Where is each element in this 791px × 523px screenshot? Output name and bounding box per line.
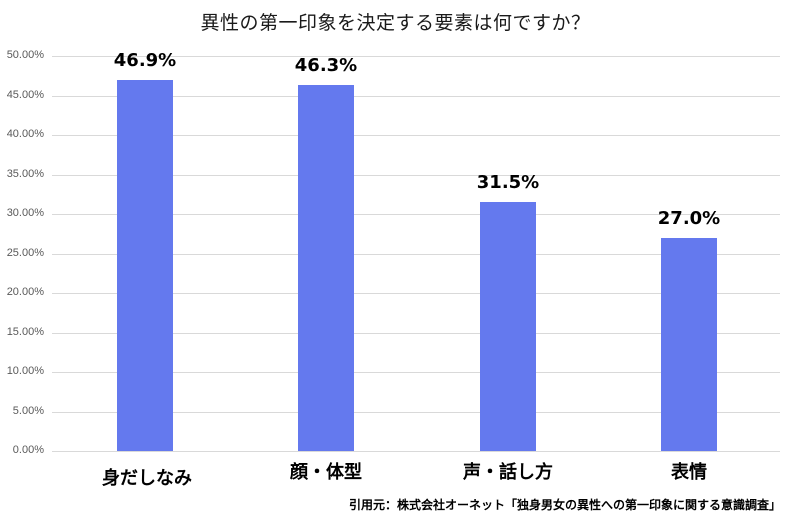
bar — [117, 80, 173, 451]
gridline — [52, 174, 780, 176]
y-tick-label: 40.00% — [6, 128, 44, 140]
gridline — [52, 56, 780, 57]
bar — [298, 85, 354, 451]
plot-area — [52, 56, 780, 452]
y-tick-label: 50.00% — [6, 49, 44, 61]
gridline — [52, 95, 780, 97]
y-tick-label: 25.00% — [6, 246, 44, 259]
y-tick-label: 35.00% — [6, 167, 44, 180]
bar-value-label: 31.5% — [476, 172, 540, 194]
gridline — [52, 451, 780, 452]
gridline — [52, 214, 780, 215]
y-tick-label: 30.00% — [6, 207, 44, 219]
y-tick-label: 0.00% — [12, 444, 44, 456]
source-citation: 引用元：株式会社オーネット「独身男女の異性への第一印象に関する意識調査」 — [348, 498, 781, 512]
gridline — [52, 411, 780, 413]
x-category-label: 声・話し方 — [463, 462, 553, 483]
x-category-label: 顔・体型 — [290, 462, 362, 483]
gridline — [52, 372, 780, 373]
gridline — [52, 332, 780, 334]
y-tick-label: 15.00% — [6, 325, 44, 338]
x-category-label: 表情 — [671, 462, 707, 483]
chart-title: 異性の第一印象を決定する要素は何ですか？ — [200, 12, 591, 34]
bar-value-label: 46.9% — [113, 50, 177, 72]
bar — [661, 237, 717, 451]
x-category-label: 身だしなみ — [102, 468, 192, 489]
gridline — [52, 253, 780, 255]
bar-value-label: 46.3% — [294, 55, 358, 77]
y-tick-label: 10.00% — [6, 365, 44, 377]
y-tick-label: 20.00% — [6, 286, 44, 298]
bar — [480, 202, 536, 451]
gridline — [52, 293, 780, 294]
y-tick-label: 5.00% — [12, 404, 44, 417]
bar-value-label: 27.0% — [657, 207, 721, 229]
y-tick-label: 45.00% — [6, 88, 44, 101]
gridline — [52, 135, 780, 136]
